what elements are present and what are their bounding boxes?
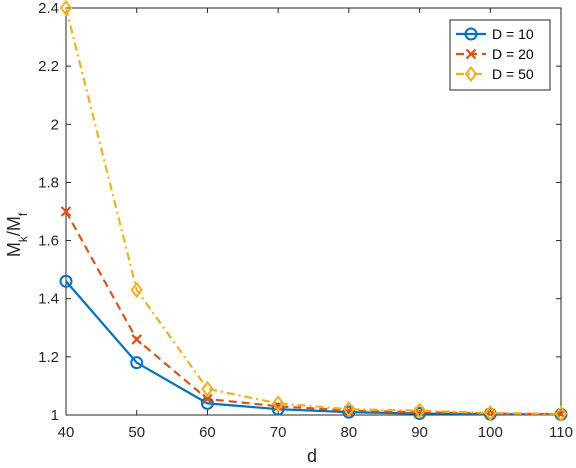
data-point <box>413 407 427 421</box>
x-tick-label: 60 <box>199 424 216 441</box>
data-point <box>201 380 214 397</box>
legend-label: D = 20 <box>492 46 534 62</box>
y-tick-label: 1.6 <box>38 233 59 250</box>
data-point <box>131 334 142 345</box>
y-tick-label: 1 <box>51 407 59 424</box>
data-point <box>59 0 73 17</box>
legend-label: D = 10 <box>492 26 534 42</box>
x-tick-label: 50 <box>128 424 145 441</box>
y-tick-label: 2.4 <box>38 0 59 17</box>
x-tick-label: 70 <box>270 424 287 441</box>
y-tick-label: 1.4 <box>38 291 59 308</box>
x-axis-label: d <box>307 446 317 466</box>
data-point <box>342 401 356 418</box>
data-point <box>202 393 213 405</box>
data-point <box>60 206 72 217</box>
data-point <box>464 27 478 41</box>
y-tick-label: 1.8 <box>38 174 59 191</box>
x-tick-label: 110 <box>549 424 573 441</box>
y-axis-label: Mk/Mf <box>4 212 30 257</box>
legend-entry: D = 10 <box>456 26 534 42</box>
data-point <box>464 65 478 83</box>
data-point <box>271 402 285 416</box>
data-point <box>342 405 356 419</box>
x-tick-label: 90 <box>411 424 428 441</box>
data-point <box>554 405 568 422</box>
legend: D = 10 D = 20 D = 50 <box>449 19 551 91</box>
data-point <box>484 404 497 422</box>
x-tick-label: 40 <box>58 424 75 441</box>
data-point <box>59 274 73 288</box>
y-tick-label: 2 <box>51 116 59 133</box>
x-tick-label: 80 <box>341 424 358 441</box>
data-point <box>130 281 143 299</box>
y-tick-label: 1.2 <box>38 349 59 366</box>
legend-label: D = 50 <box>492 66 534 82</box>
legend-entry: D = 50 <box>456 65 534 83</box>
data-point <box>271 395 285 412</box>
series-line <box>64 7 562 415</box>
data-point <box>130 356 144 370</box>
series-d50 <box>59 0 568 422</box>
y-tick-label: 2.2 <box>38 58 59 75</box>
legend-entry: D = 20 <box>456 46 534 62</box>
data-point <box>465 48 477 60</box>
data-point <box>413 402 426 419</box>
x-tick-label: 100 <box>478 424 503 441</box>
